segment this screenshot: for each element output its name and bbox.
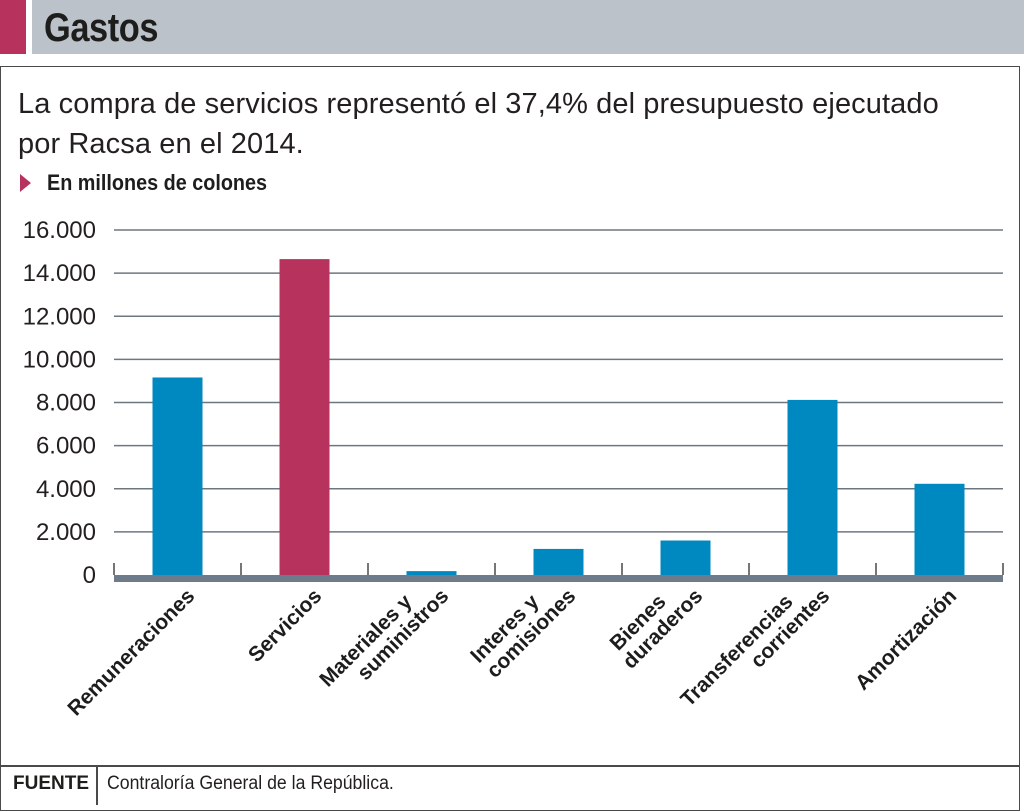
y-tick-label: 2.000 [36, 519, 96, 546]
unit-row: En millones de colones [20, 168, 292, 198]
source-label: FUENTE [13, 773, 89, 794]
x-axis-baseline [114, 575, 1003, 582]
header-accent-block [0, 0, 26, 54]
y-tick-label: 12.000 [23, 303, 96, 330]
x-tick-label: Remuneraciones [63, 585, 199, 721]
x-tick-label-line: Amortización [851, 585, 961, 695]
y-axis-ticks: 0 2.000 4.000 6.000 8.000 10.000 12.000 14.000 1… [23, 217, 96, 589]
x-axis [113, 563, 1004, 582]
y-tick-label: 0 [83, 562, 96, 589]
bar [279, 259, 330, 575]
triangle-bullet-icon [20, 174, 31, 192]
y-tick-label: 8.000 [36, 390, 96, 417]
footer-divider-line [0, 765, 1020, 767]
bar [787, 399, 838, 575]
subtitle-line-2: por Racsa en el 2014. [18, 128, 304, 160]
header-band [32, 0, 1024, 54]
bar-chart: 0 2.000 4.000 6.000 8.000 10.000 12.000 14.000 1… [23, 217, 1004, 721]
bars [152, 259, 965, 575]
x-tick-label-line: Servicios [244, 585, 326, 667]
y-tick-label: 6.000 [36, 433, 96, 460]
y-tick-label: 4.000 [36, 476, 96, 503]
x-tick-label: Amortización [851, 585, 961, 695]
subtitle-line-1: La compra de servicios representó el 37,… [18, 88, 939, 120]
y-tick-label: 10.000 [23, 346, 96, 373]
y-tick-label: 14.000 [23, 260, 96, 287]
gridlines [114, 229, 1003, 533]
footer-vertical-divider [96, 766, 98, 805]
x-tick-label: Servicios [244, 585, 326, 667]
x-tick-label-line: Remuneraciones [63, 585, 199, 721]
source-text: Contraloría General de la República. [107, 773, 394, 794]
bar [660, 540, 711, 575]
bar [152, 377, 203, 575]
bar [406, 571, 457, 575]
bar [914, 483, 965, 575]
page-title: Gastos [44, 6, 159, 50]
bar [533, 548, 584, 575]
y-tick-label: 16.000 [23, 217, 96, 244]
chart-subtitle: La compra de servicios representó el 37,… [18, 84, 1018, 164]
unit-label: En millones de colones [47, 170, 268, 195]
